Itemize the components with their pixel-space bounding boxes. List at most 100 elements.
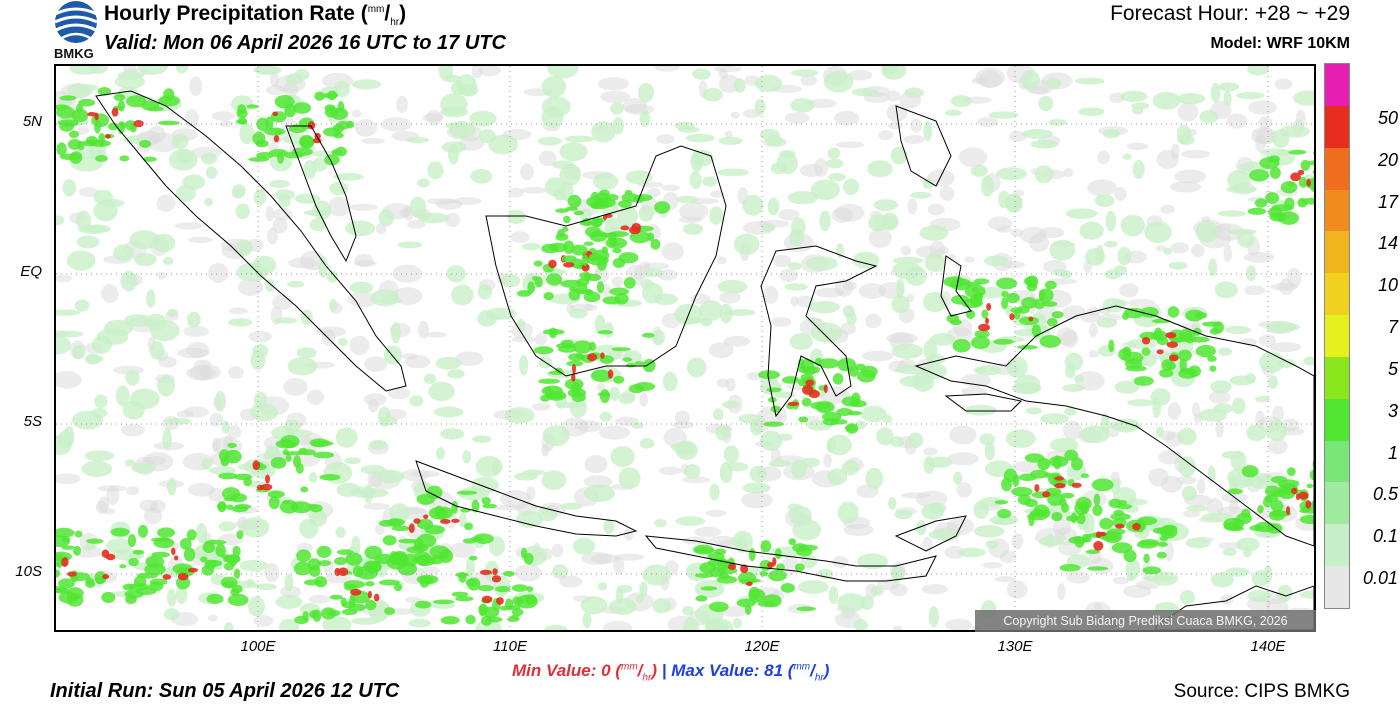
rain-cell [1085, 549, 1100, 555]
rain-cell [647, 232, 655, 242]
rain-cell [240, 517, 270, 538]
rain-cell [166, 588, 177, 607]
rain-cell [235, 203, 250, 220]
rain-cell [1280, 181, 1298, 194]
rain-cell [1195, 220, 1219, 243]
rain-cell [186, 342, 210, 358]
rain-cell [156, 194, 176, 212]
rain-cell [810, 179, 841, 200]
rain-cell [129, 230, 160, 250]
rain-cell [1022, 128, 1053, 139]
rain-cell [428, 381, 455, 402]
rain-cell [82, 139, 98, 147]
java-outline [415, 460, 638, 537]
rain-cell [1114, 380, 1140, 394]
rain-cell [393, 550, 406, 557]
rain-cell [1184, 329, 1196, 344]
rain-cell [424, 525, 445, 535]
rain-cell [860, 595, 874, 610]
rain-cell [272, 111, 278, 117]
rain-cell [744, 604, 752, 615]
rain-cell [332, 123, 345, 133]
rain-cell [1079, 221, 1104, 240]
rain-cell [1120, 214, 1146, 237]
rain-cell [779, 150, 796, 159]
rain-cell [56, 215, 65, 226]
rain-cell [1074, 77, 1105, 85]
rain-cell [860, 405, 887, 423]
rain-cell [56, 569, 61, 578]
rain-cell [870, 586, 884, 596]
rain-cell [683, 223, 704, 235]
rain-cell [1044, 280, 1057, 290]
rain-cell [228, 366, 244, 379]
rain-cell [1093, 493, 1101, 506]
rain-cell [694, 573, 715, 578]
rain-cell [74, 299, 90, 312]
rain-cell [837, 593, 866, 613]
rain-cell [1254, 198, 1268, 208]
rain-cell [533, 346, 554, 355]
rain-cell [603, 620, 633, 630]
rain-cell [471, 499, 480, 513]
rain-cell [419, 576, 430, 588]
rain-cell [456, 74, 477, 97]
rain-cell [841, 460, 860, 476]
rain-cell [1113, 265, 1128, 276]
rain-cell [981, 309, 989, 319]
rain-cell [1297, 169, 1305, 175]
rain-cell [488, 134, 518, 155]
rain-cell [205, 166, 218, 179]
rain-cell [625, 170, 653, 185]
rain-cell [521, 242, 541, 251]
rain-cell [642, 282, 664, 304]
rain-cell [499, 490, 532, 508]
rain-cell [882, 66, 897, 75]
rain-cell [115, 385, 130, 407]
rain-cell [1093, 540, 1104, 551]
rain-cell [776, 152, 798, 175]
rain-cell [396, 95, 408, 114]
rain-cell [294, 193, 321, 204]
rain-cell [328, 196, 351, 217]
rain-cell [639, 110, 651, 128]
rain-cell [759, 430, 783, 451]
rain-cell [746, 371, 762, 381]
rain-cell [101, 591, 116, 604]
rain-cell [1299, 590, 1314, 599]
rain-cell [175, 66, 189, 74]
rain-cell [406, 546, 426, 554]
rain-cell [293, 102, 312, 114]
rain-cell [1006, 292, 1020, 304]
rain-cell [684, 464, 701, 479]
rain-cell [287, 280, 305, 288]
rain-cell [1110, 513, 1131, 521]
rain-cell [1268, 438, 1288, 455]
rain-cell [1158, 450, 1183, 465]
rain-cell [727, 563, 737, 571]
rain-cell [206, 593, 224, 605]
malaya-outline [285, 125, 357, 263]
rain-cell [713, 66, 742, 73]
rain-cell [323, 462, 353, 484]
precipitation-map[interactable] [54, 64, 1316, 632]
rain-cell [56, 274, 72, 283]
rain-cell [464, 522, 473, 531]
rain-cell [709, 206, 724, 225]
rain-cell [382, 535, 397, 546]
rain-cell [716, 575, 738, 584]
rain-cell [1028, 512, 1035, 527]
rain-cell [307, 121, 316, 130]
rain-cell [1118, 348, 1132, 361]
rain-cell [682, 476, 710, 484]
rain-cell [492, 568, 498, 576]
rain-cell [612, 116, 624, 135]
rain-cell [596, 281, 605, 294]
rain-cell [335, 526, 346, 538]
rain-cell [246, 104, 259, 109]
model-name: Model: WRF 10KM [1210, 35, 1350, 52]
rain-cell [296, 549, 312, 563]
rain-cell [686, 133, 715, 143]
rain-cell [1004, 193, 1023, 211]
rain-cell [69, 66, 100, 75]
